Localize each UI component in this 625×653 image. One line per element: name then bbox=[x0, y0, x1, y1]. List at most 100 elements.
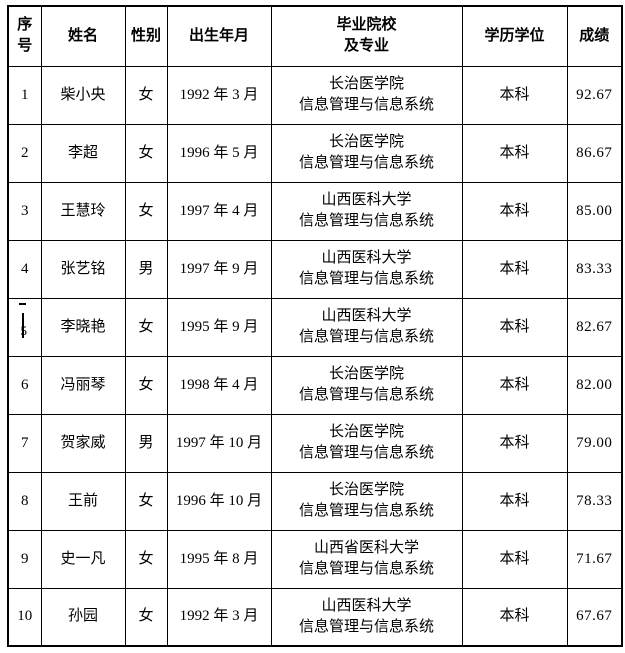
results-table: 序号 姓名 性别 出生年月 毕业院校 及专业 学历学位 成绩 1 柴小央 女 1… bbox=[7, 5, 623, 647]
school-line: 山西医科大学 bbox=[321, 597, 412, 614]
cell-gender: 女 bbox=[124, 65, 168, 125]
cell-school-major: 长治医学院 信息管理与信息系统 bbox=[270, 471, 463, 531]
table-row: 5 李晓艳 女 1995 年 9 月 山西医科大学 信息管理与信息系统 本科 8… bbox=[7, 297, 623, 357]
cell-score: 79.00 bbox=[566, 413, 623, 473]
cell-school-major: 山西医科大学 信息管理与信息系统 bbox=[270, 239, 463, 299]
cell-birth: 1995 年 9 月 bbox=[166, 297, 272, 357]
cell-seq: 4 bbox=[7, 239, 42, 299]
cell-birth: 1997 年 9 月 bbox=[166, 239, 272, 299]
cell-score: 78.33 bbox=[566, 471, 623, 531]
cell-birth: 1997 年 4 月 bbox=[166, 181, 272, 241]
cell-school-major: 山西医科大学 信息管理与信息系统 bbox=[270, 587, 463, 647]
cell-score: 71.67 bbox=[566, 529, 623, 589]
major-line: 信息管理与信息系统 bbox=[298, 618, 434, 635]
table-row: 10 孙园 女 1992 年 3 月 山西医科大学 信息管理与信息系统 本科 6… bbox=[7, 587, 623, 647]
cell-degree: 本科 bbox=[461, 413, 568, 473]
cell-birth: 1997 年 10 月 bbox=[166, 413, 272, 473]
header-cell-school-major: 毕业院校 及专业 bbox=[270, 5, 463, 67]
header-cell-seq: 序号 bbox=[7, 5, 42, 67]
cell-degree: 本科 bbox=[461, 529, 568, 589]
cell-name: 李晓艳 bbox=[40, 297, 126, 357]
major-line: 信息管理与信息系统 bbox=[298, 561, 434, 577]
cell-school-major: 长治医学院 信息管理与信息系统 bbox=[270, 65, 463, 125]
school-line: 长治医学院 bbox=[328, 482, 404, 498]
cell-seq: 9 bbox=[7, 529, 42, 589]
cell-school-major: 长治医学院 信息管理与信息系统 bbox=[270, 413, 463, 473]
cell-seq: 3 bbox=[7, 181, 42, 241]
cell-degree: 本科 bbox=[461, 355, 568, 415]
cell-gender: 女 bbox=[124, 123, 168, 183]
cell-degree: 本科 bbox=[461, 297, 568, 357]
cell-seq: 7 bbox=[7, 413, 42, 473]
major-line: 信息管理与信息系统 bbox=[298, 503, 434, 519]
cell-name: 贺家威 bbox=[40, 413, 126, 473]
major-line: 信息管理与信息系统 bbox=[298, 271, 434, 287]
cell-score: 92.67 bbox=[566, 65, 623, 125]
cell-name: 李超 bbox=[40, 123, 126, 183]
cell-name: 张艺铭 bbox=[40, 239, 126, 299]
cell-seq: 2 bbox=[7, 123, 42, 183]
cell-gender: 女 bbox=[124, 471, 168, 531]
table-row: 1 柴小央 女 1992 年 3 月 长治医学院 信息管理与信息系统 本科 92… bbox=[7, 65, 623, 125]
school-line: 长治医学院 bbox=[328, 134, 404, 150]
major-line: 信息管理与信息系统 bbox=[298, 387, 434, 403]
header-row: 序号 姓名 性别 出生年月 毕业院校 及专业 学历学位 成绩 bbox=[7, 5, 623, 67]
table-row: 7 贺家威 男 1997 年 10 月 长治医学院 信息管理与信息系统 本科 7… bbox=[7, 413, 623, 473]
school-line: 长治医学院 bbox=[328, 366, 404, 382]
cell-gender: 女 bbox=[124, 355, 168, 415]
cell-degree: 本科 bbox=[461, 471, 568, 531]
cell-degree: 本科 bbox=[461, 239, 568, 299]
cell-birth: 1992 年 3 月 bbox=[166, 587, 272, 647]
cell-gender: 女 bbox=[124, 181, 168, 241]
major-line: 信息管理与信息系统 bbox=[298, 329, 434, 345]
school-line: 山西医科大学 bbox=[321, 308, 412, 324]
cell-school-major: 山西医科大学 信息管理与信息系统 bbox=[270, 297, 463, 357]
header-cell-name: 姓名 bbox=[40, 5, 126, 67]
cell-score: 67.67 bbox=[566, 587, 623, 647]
table-row: 8 王前 女 1996 年 10 月 长治医学院 信息管理与信息系统 本科 78… bbox=[7, 471, 623, 531]
cell-score: 83.33 bbox=[566, 239, 623, 299]
cell-score: 82.00 bbox=[566, 355, 623, 415]
cell-score: 82.67 bbox=[566, 297, 623, 357]
cell-birth: 1992 年 3 月 bbox=[166, 65, 272, 125]
cell-degree: 本科 bbox=[461, 181, 568, 241]
cell-birth: 1998 年 4 月 bbox=[166, 355, 272, 415]
cell-score: 85.00 bbox=[566, 181, 623, 241]
cell-gender: 男 bbox=[124, 413, 168, 473]
cell-degree: 本科 bbox=[461, 587, 568, 647]
cell-school-major: 山西省医科大学 信息管理与信息系统 bbox=[270, 529, 463, 589]
header-cell-birth: 出生年月 bbox=[166, 5, 272, 67]
table-row: 3 王慧玲 女 1997 年 4 月 山西医科大学 信息管理与信息系统 本科 8… bbox=[7, 181, 623, 241]
cell-gender: 男 bbox=[124, 239, 168, 299]
school-line: 山西医科大学 bbox=[321, 192, 412, 208]
cell-seq: 5 bbox=[7, 297, 42, 357]
header-cell-score: 成绩 bbox=[566, 5, 623, 67]
header-cell-degree: 学历学位 bbox=[461, 5, 568, 67]
cell-score: 86.67 bbox=[566, 123, 623, 183]
table-row: 2 李超 女 1996 年 5 月 长治医学院 信息管理与信息系统 本科 86.… bbox=[7, 123, 623, 183]
cell-degree: 本科 bbox=[461, 123, 568, 183]
cell-school-major: 山西医科大学 信息管理与信息系统 bbox=[270, 181, 463, 241]
cell-seq: 8 bbox=[7, 471, 42, 531]
cell-name: 王慧玲 bbox=[40, 181, 126, 241]
text-cursor-artifact bbox=[18, 302, 26, 338]
cell-seq: 10 bbox=[7, 587, 42, 647]
cell-gender: 女 bbox=[124, 587, 168, 647]
major-line: 信息管理与信息系统 bbox=[298, 155, 434, 171]
school-line: 长治医学院 bbox=[328, 76, 404, 92]
cell-seq: 1 bbox=[7, 65, 42, 125]
cell-birth: 1996 年 10 月 bbox=[166, 471, 272, 531]
cell-school-major: 长治医学院 信息管理与信息系统 bbox=[270, 123, 463, 183]
school-line: 山西省医科大学 bbox=[313, 540, 419, 556]
table-row: 4 张艺铭 男 1997 年 9 月 山西医科大学 信息管理与信息系统 本科 8… bbox=[7, 239, 623, 299]
school-line: 山西医科大学 bbox=[321, 250, 412, 266]
school-line: 长治医学院 bbox=[328, 424, 404, 440]
cell-name: 柴小央 bbox=[40, 65, 126, 125]
cell-name: 史一凡 bbox=[40, 529, 126, 589]
cell-school-major: 长治医学院 信息管理与信息系统 bbox=[270, 355, 463, 415]
table-row: 9 史一凡 女 1995 年 8 月 山西省医科大学 信息管理与信息系统 本科 … bbox=[7, 529, 623, 589]
cell-birth: 1996 年 5 月 bbox=[166, 123, 272, 183]
cell-name: 孙园 bbox=[40, 587, 126, 647]
major-line: 信息管理与信息系统 bbox=[298, 445, 434, 461]
